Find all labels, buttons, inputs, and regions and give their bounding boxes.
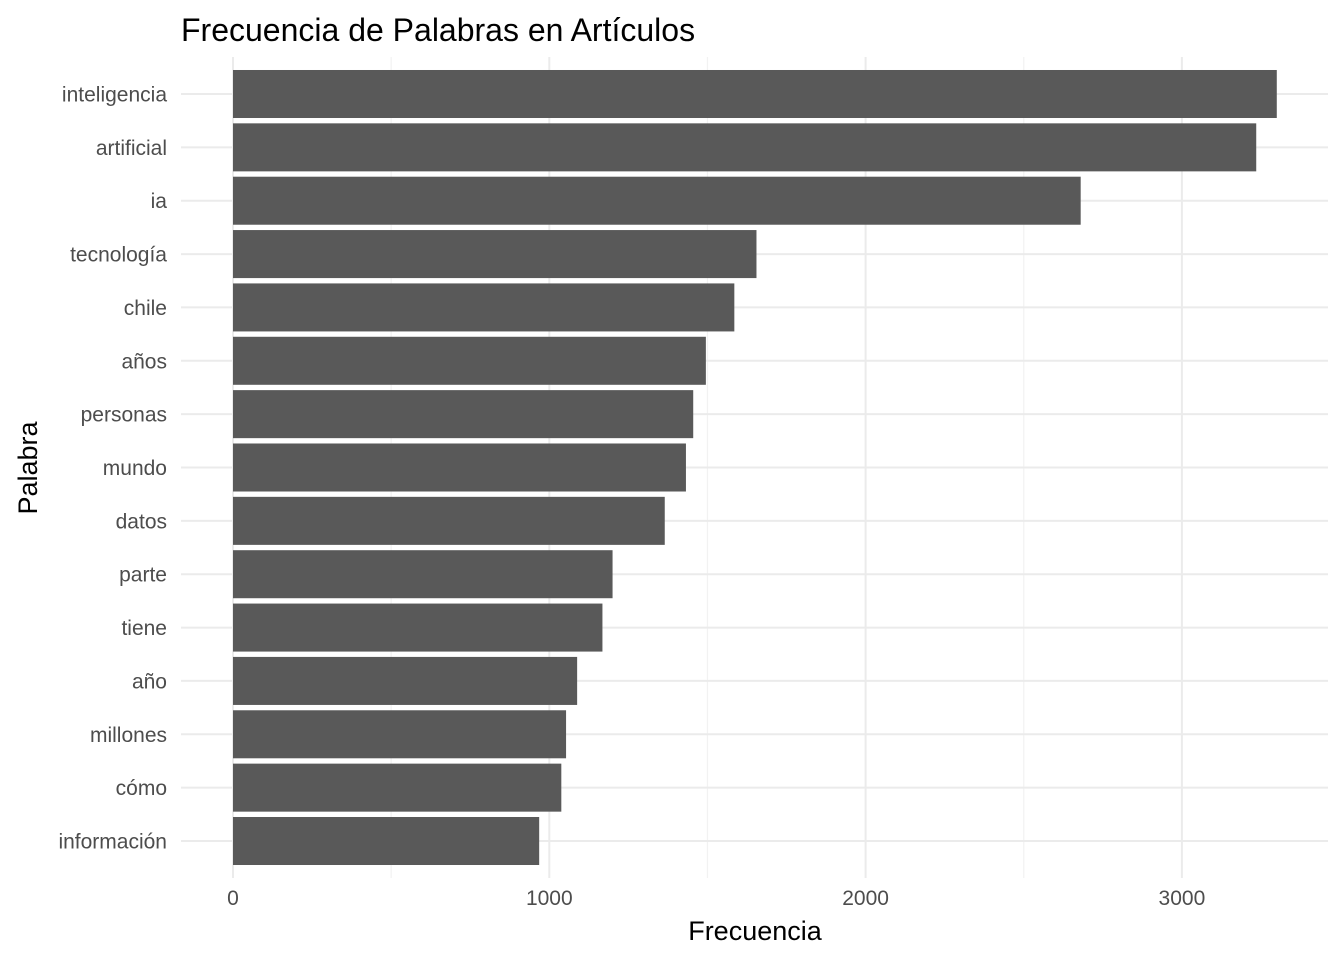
y-tick-label: año — [132, 670, 167, 693]
y-tick-label: ia — [151, 190, 168, 213]
bar-inteligencia — [233, 69, 1277, 119]
y-tick-label: parte — [119, 564, 167, 587]
bar-personas — [233, 390, 694, 439]
bar-tecnología — [233, 230, 757, 279]
y-tick-label: cómo — [116, 777, 167, 800]
x-tick-label: 3000 — [1159, 887, 1206, 910]
y-tick-label: mundo — [103, 457, 167, 480]
y-tick-label: chile — [124, 297, 167, 320]
x-axis-title: Frecuencia — [688, 916, 823, 946]
y-tick-labels: inteligencia artificial ia tecnología chile a… — [58, 84, 167, 854]
bar-mundo — [233, 443, 686, 492]
bar-años — [233, 336, 706, 385]
bar-información — [233, 816, 540, 866]
x-tick-label: 0 — [227, 887, 239, 910]
y-tick-label: millones — [90, 724, 167, 747]
y-tick-label: artificial — [96, 137, 167, 160]
y-tick-label: tecnología — [70, 244, 167, 267]
x-tick-label: 1000 — [526, 887, 573, 910]
bar-artificial — [233, 123, 1257, 172]
y-tick-label: personas — [81, 404, 167, 427]
y-tick-label: datos — [116, 510, 167, 533]
bar-chile — [233, 283, 735, 332]
bar-datos — [233, 496, 665, 545]
y-axis-title: Palabra — [13, 420, 43, 514]
bar-año — [233, 656, 578, 705]
y-tick-label: años — [121, 350, 167, 373]
bar-tiene — [233, 603, 603, 652]
bar-millones — [233, 710, 567, 759]
x-tick-label: 2000 — [842, 887, 889, 910]
bar-cómo — [233, 763, 562, 812]
y-tick-label: información — [58, 831, 167, 854]
y-tick-label: inteligencia — [62, 84, 167, 107]
bar-ia — [233, 176, 1081, 225]
bars — [233, 69, 1277, 866]
bar-parte — [233, 550, 613, 599]
x-tick-labels: 0 1000 2000 3000 — [227, 887, 1205, 910]
chart-title: Frecuencia de Palabras en Artículos — [181, 12, 695, 48]
y-tick-label: tiene — [121, 617, 167, 640]
